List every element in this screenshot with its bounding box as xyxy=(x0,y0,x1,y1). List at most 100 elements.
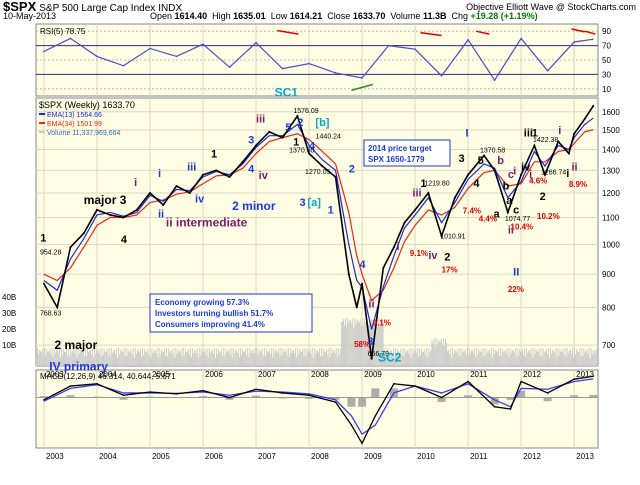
volume-bar xyxy=(522,349,523,366)
volume-bar xyxy=(82,348,84,366)
macd-point xyxy=(334,401,337,403)
volume-bar xyxy=(165,355,166,366)
volume-bar xyxy=(197,348,199,366)
price-point xyxy=(188,191,191,194)
volume-bar xyxy=(506,354,508,366)
price-point xyxy=(228,175,231,178)
volume-bar xyxy=(236,353,238,366)
volume-bar xyxy=(391,353,393,366)
volume-bar xyxy=(153,350,155,366)
volume-bar xyxy=(569,350,571,366)
volume-bar xyxy=(128,352,130,366)
macd-histogram-bar xyxy=(199,396,208,398)
macd-histogram-bar xyxy=(371,388,380,398)
volume-bar xyxy=(379,325,381,366)
volume-bar xyxy=(408,354,410,366)
volume-bar xyxy=(418,348,420,366)
price-point xyxy=(175,184,178,187)
volume-bar xyxy=(543,352,545,366)
volume-bar xyxy=(79,349,81,366)
wave-label: i xyxy=(134,177,137,189)
volume-bar xyxy=(390,349,392,366)
volume-bar xyxy=(323,348,325,366)
volume-bar xyxy=(187,349,189,366)
volume-bar xyxy=(37,348,38,366)
year-label-price: 2012 xyxy=(523,370,541,379)
price-point xyxy=(241,160,244,163)
volume-bar xyxy=(376,318,378,366)
ohlc-readout: Open 1614.40 High 1635.01 Low 1614.21 Cl… xyxy=(150,11,538,21)
volume-bar xyxy=(517,355,519,366)
volume-bar xyxy=(547,354,548,366)
volume-bar xyxy=(124,355,126,366)
volume-bar xyxy=(415,352,417,366)
volume-bar xyxy=(425,355,427,366)
volume-bar xyxy=(143,355,145,366)
volume-bar xyxy=(524,348,526,366)
volume-bar xyxy=(471,350,472,366)
volume-bar xyxy=(113,350,114,366)
rsi-point xyxy=(520,37,522,40)
volume-bar xyxy=(424,349,426,366)
year-label-price: 2007 xyxy=(258,370,276,379)
macd-point xyxy=(493,405,496,408)
volume-bar xyxy=(542,348,544,366)
volume-bar xyxy=(586,349,588,366)
volume-bar xyxy=(263,348,265,366)
volume-bar xyxy=(116,348,118,366)
volume-bar xyxy=(232,348,234,366)
price-point xyxy=(382,266,385,269)
volume-bar xyxy=(55,350,57,366)
macd-histogram-bar xyxy=(437,397,446,403)
volume-bar xyxy=(98,353,100,366)
wave-label: 1 xyxy=(293,136,299,148)
volume-bar xyxy=(375,323,377,366)
volume-bar xyxy=(313,348,315,366)
volume-bar xyxy=(49,349,51,366)
volume-bar xyxy=(105,351,107,366)
volume-bar xyxy=(477,354,479,366)
volume-bar xyxy=(338,354,340,366)
volume-bar xyxy=(454,349,456,366)
wave-label: iv xyxy=(195,194,205,206)
volume-bar xyxy=(557,348,559,366)
date-label: 10-May-2013 xyxy=(3,11,57,21)
high-label: High xyxy=(212,11,231,21)
macd-histogram-bar xyxy=(145,396,154,398)
volume-bar xyxy=(532,357,534,366)
wave-label: ii xyxy=(571,161,577,173)
volume-bar xyxy=(296,357,298,366)
wave-label: 3 xyxy=(248,134,254,146)
volume-bar xyxy=(497,352,498,366)
price-point xyxy=(334,175,337,178)
price-point xyxy=(533,144,536,147)
volume-bar xyxy=(462,351,464,366)
volume-bar xyxy=(118,348,120,366)
volume-bar xyxy=(567,353,569,366)
volume-bar xyxy=(294,353,296,366)
volume-bar xyxy=(68,348,70,366)
ema13-line xyxy=(43,117,594,330)
volume-bar xyxy=(346,326,348,366)
volume-bar xyxy=(54,353,56,366)
volume-bar xyxy=(398,351,400,366)
volume-bar xyxy=(279,356,281,366)
volume-bar xyxy=(360,326,362,366)
volume-bar xyxy=(533,348,535,366)
wave-label: 2 xyxy=(444,251,450,263)
price-target-text: 2014 price target xyxy=(368,144,432,153)
volume-bar xyxy=(519,351,521,366)
volume-bar xyxy=(235,350,237,366)
volume-bar xyxy=(164,348,165,366)
price-point xyxy=(82,232,85,235)
volume-bar xyxy=(200,354,202,366)
volume-bar xyxy=(273,348,275,366)
volume-bar xyxy=(206,348,208,366)
wave-label: b xyxy=(497,155,504,167)
volume-bar xyxy=(174,357,176,366)
volume-bar xyxy=(562,349,564,366)
spx-price-line xyxy=(43,105,594,359)
price-tick-label: 1500 xyxy=(602,126,620,135)
volume-bar xyxy=(423,351,425,366)
volume-bar xyxy=(438,341,440,366)
